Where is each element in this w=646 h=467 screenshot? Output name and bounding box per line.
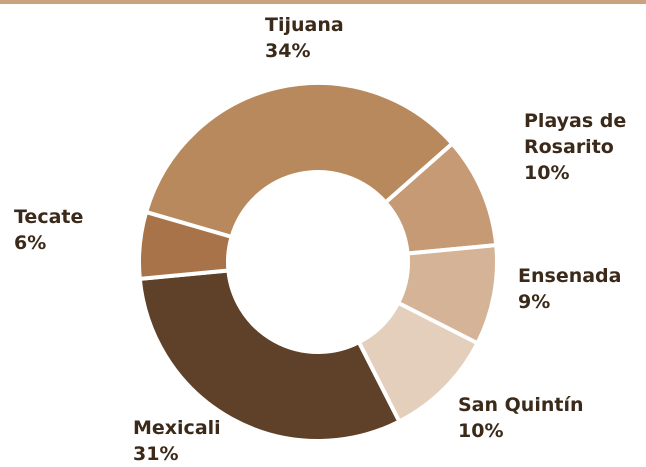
category-label: Playas de Rosarito [524, 110, 627, 158]
value-label: 10% [524, 162, 570, 184]
slice-label: Playas de Rosarito 10% [524, 108, 646, 186]
slice-label: Ensenada 9% [518, 263, 646, 315]
category-label: San Quintín [458, 394, 584, 416]
slice-label: Mexicali 31% [133, 415, 273, 467]
category-label: Tijuana [265, 14, 344, 36]
slice-label: Tijuana 34% [265, 12, 405, 64]
wedge [137, 210, 234, 281]
wedge [144, 81, 455, 239]
value-label: 34% [265, 40, 311, 62]
value-label: 31% [133, 443, 179, 465]
value-label: 9% [518, 291, 551, 313]
value-label: 6% [14, 232, 47, 254]
wedge [137, 268, 402, 443]
category-label: Mexicali [133, 417, 221, 439]
top-bar [0, 0, 646, 4]
category-label: Tecate [14, 206, 84, 228]
slice-label: Tecate 6% [14, 204, 134, 256]
value-label: 10% [458, 420, 504, 442]
slice-label: San Quintín 10% [458, 392, 618, 444]
category-label: Ensenada [518, 265, 622, 287]
